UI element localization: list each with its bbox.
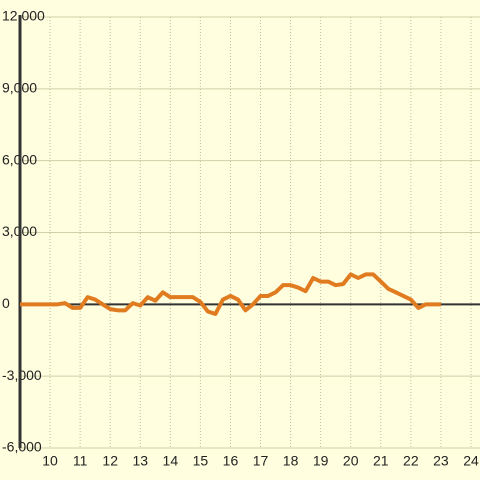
x-tick-label: 24 <box>463 453 479 469</box>
y-tick-label: 0 <box>2 295 10 311</box>
x-tick-label: 20 <box>343 453 359 469</box>
y-tick-label: 12,000 <box>2 8 45 24</box>
y-tick-label: -3,000 <box>2 367 42 383</box>
data-line <box>20 272 441 316</box>
x-tick-label: 12 <box>102 453 118 469</box>
x-tick-label: 11 <box>73 453 88 469</box>
x-tick-label: 10 <box>42 453 58 469</box>
x-tick-label: 14 <box>163 453 179 469</box>
x-tick-label: 15 <box>193 453 209 469</box>
x-tick-label: 13 <box>132 453 148 469</box>
x-tick-label: 17 <box>253 453 269 469</box>
y-tick-label: -6,000 <box>2 439 42 455</box>
x-tick-label: 19 <box>313 453 329 469</box>
x-tick-label: 23 <box>433 453 449 469</box>
x-tick-label: 16 <box>223 453 239 469</box>
x-tick-label: 21 <box>373 453 389 469</box>
x-tick-label: 18 <box>283 453 299 469</box>
x-tick-label: 22 <box>403 453 419 469</box>
